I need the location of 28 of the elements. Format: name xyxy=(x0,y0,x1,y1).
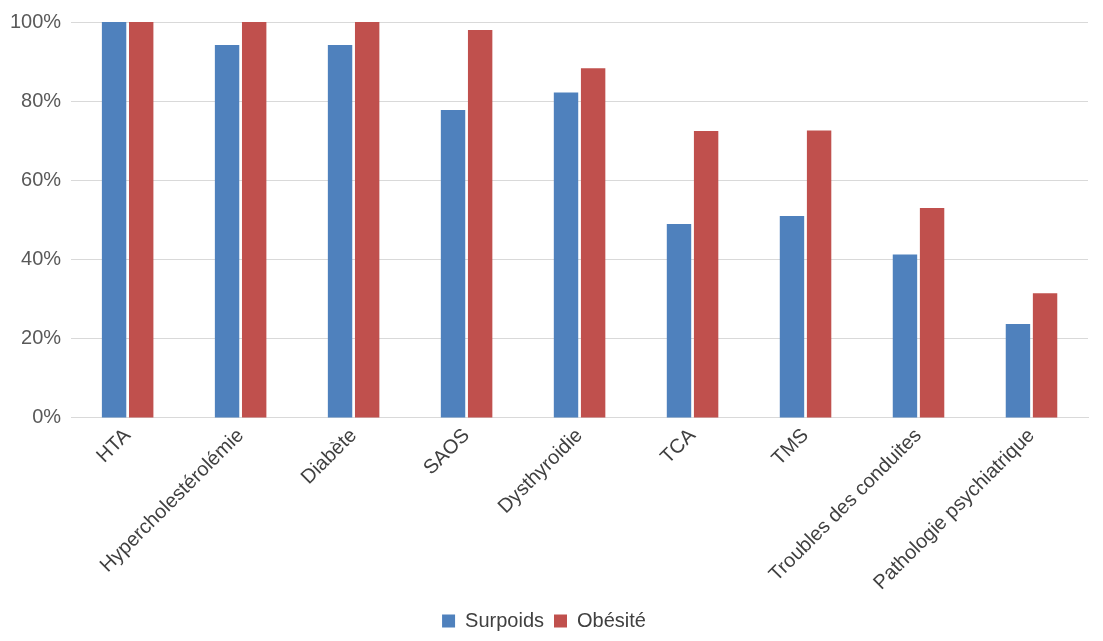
x-tick-label: TMS xyxy=(766,423,813,469)
y-tick-label: 0% xyxy=(32,405,62,428)
bar xyxy=(1032,293,1058,418)
y-tick-label: 40% xyxy=(21,247,62,270)
bar xyxy=(440,109,466,418)
bar xyxy=(892,254,918,418)
bar xyxy=(214,44,240,418)
y-tick-label: 80% xyxy=(21,88,62,111)
y-tick-label: 100% xyxy=(10,9,62,32)
bar xyxy=(666,223,692,418)
bar xyxy=(1005,324,1031,418)
bar xyxy=(779,216,805,418)
legend-label: Obésité xyxy=(577,608,646,631)
x-tick-label: TCA xyxy=(655,423,700,468)
bar xyxy=(806,130,832,418)
bar xyxy=(241,22,267,418)
bar xyxy=(327,44,353,418)
bar xyxy=(354,22,380,418)
bar xyxy=(129,22,154,418)
y-tick-label: 60% xyxy=(21,167,62,190)
bar xyxy=(101,22,127,418)
bar xyxy=(553,92,579,418)
bar xyxy=(467,29,493,418)
bar xyxy=(693,130,719,418)
bar xyxy=(919,208,945,418)
y-tick-label: 20% xyxy=(21,326,62,349)
legend-label: Surpoids xyxy=(465,608,545,631)
bar xyxy=(580,68,606,418)
